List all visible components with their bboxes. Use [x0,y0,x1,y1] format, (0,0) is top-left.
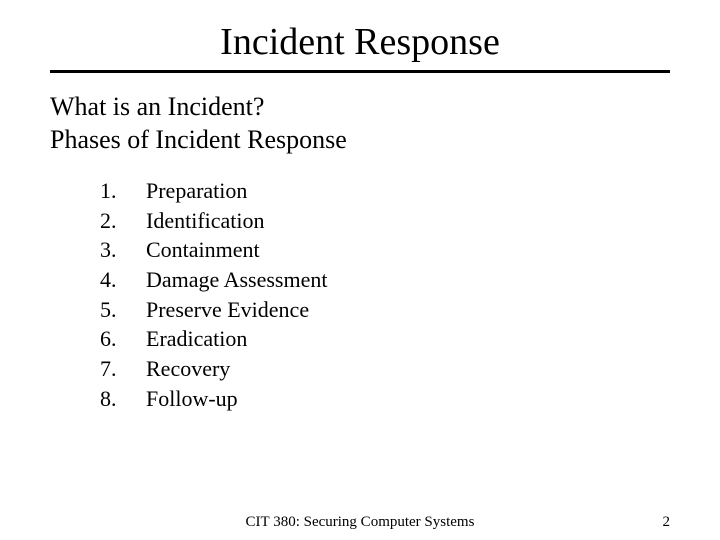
list-item-number: 1. [100,176,146,206]
list-item: 2. Identification [100,206,670,236]
phases-list: 1. Preparation 2. Identification 3. Cont… [100,176,670,414]
slide: Incident Response What is an Incident? P… [0,0,720,540]
list-item-label: Preserve Evidence [146,295,309,325]
intro-block: What is an Incident? Phases of Incident … [50,91,670,156]
list-item-label: Eradication [146,324,247,354]
footer-course: CIT 380: Securing Computer Systems [246,514,475,531]
title-rule [50,70,670,73]
footer-page-number: 2 [663,514,671,531]
list-item-number: 8. [100,384,146,414]
intro-line-1: What is an Incident? [50,91,670,124]
list-item-number: 2. [100,206,146,236]
list-item-label: Preparation [146,176,247,206]
list-item: 3. Containment [100,235,670,265]
list-item: 8. Follow-up [100,384,670,414]
slide-title: Incident Response [50,20,670,70]
list-item-label: Recovery [146,354,230,384]
list-item: 1. Preparation [100,176,670,206]
list-item-label: Follow-up [146,384,238,414]
list-item-label: Containment [146,235,260,265]
list-item-number: 5. [100,295,146,325]
list-item: 4. Damage Assessment [100,265,670,295]
list-item-label: Identification [146,206,265,236]
list-item-number: 6. [100,324,146,354]
list-item: 7. Recovery [100,354,670,384]
list-item: 6. Eradication [100,324,670,354]
list-item-number: 4. [100,265,146,295]
list-item-label: Damage Assessment [146,265,327,295]
list-item-number: 3. [100,235,146,265]
list-item-number: 7. [100,354,146,384]
intro-line-2: Phases of Incident Response [50,124,670,157]
list-item: 5. Preserve Evidence [100,295,670,325]
